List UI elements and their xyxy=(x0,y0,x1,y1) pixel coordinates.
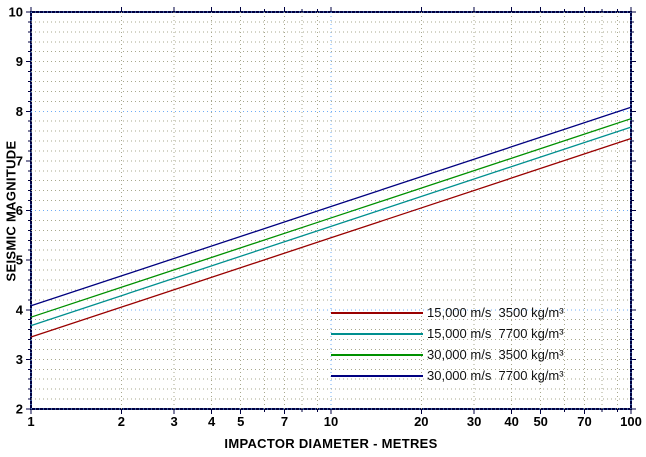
legend-item: 30,000 m/s 7700 kg/m³ xyxy=(331,365,564,386)
legend-line-swatch xyxy=(331,374,423,377)
x-tick-label: 50 xyxy=(533,414,547,429)
x-axis-title: IMPACTOR DIAMETER - METRES xyxy=(224,436,438,451)
x-tick-label: 10 xyxy=(324,414,338,429)
x-tick-label: 5 xyxy=(237,414,244,429)
y-tick-label: 8 xyxy=(16,104,23,119)
y-tick-label: 4 xyxy=(16,302,24,317)
x-tick-label: 4 xyxy=(208,414,216,429)
series-line-1 xyxy=(30,126,632,327)
x-tick-label: 100 xyxy=(620,414,642,429)
y-axis-title: SEISMIC MAGNITUDE xyxy=(3,140,19,282)
x-tick-label: 3 xyxy=(171,414,178,429)
x-tick-label: 1 xyxy=(27,414,34,429)
legend-item: 30,000 m/s 3500 kg/m³ xyxy=(331,344,564,365)
x-tick-label: 7 xyxy=(281,414,288,429)
legend-line-swatch xyxy=(331,332,423,335)
y-tick-label: 5 xyxy=(16,253,23,268)
series-line-0 xyxy=(30,137,632,338)
x-tick-label: 20 xyxy=(414,414,428,429)
x-tick-label: 30 xyxy=(467,414,481,429)
y-tick-label: 10 xyxy=(9,5,23,20)
y-tick-label: 6 xyxy=(16,203,23,218)
legend: 15,000 m/s 3500 kg/m³ 15,000 m/s 7700 kg/… xyxy=(331,302,564,386)
legend-item: 15,000 m/s 3500 kg/m³ xyxy=(331,302,564,323)
legend-line-swatch xyxy=(331,311,423,314)
y-tick-label: 7 xyxy=(16,153,23,168)
legend-line-swatch xyxy=(331,353,423,356)
x-tick-label: 2 xyxy=(118,414,125,429)
series-line-3 xyxy=(30,106,632,307)
legend-label: 30,000 m/s 3500 kg/m³ xyxy=(427,347,564,362)
legend-item: 15,000 m/s 7700 kg/m³ xyxy=(331,323,564,344)
legend-label: 15,000 m/s 7700 kg/m³ xyxy=(427,326,564,341)
x-tick-label: 40 xyxy=(504,414,518,429)
legend-label: 15,000 m/s 3500 kg/m³ xyxy=(427,305,564,320)
y-tick-label: 9 xyxy=(16,54,23,69)
series-line-2 xyxy=(30,118,632,318)
y-tick-label: 3 xyxy=(16,352,23,367)
legend-label: 30,000 m/s 7700 kg/m³ xyxy=(427,368,564,383)
y-tick-label: 2 xyxy=(16,402,23,417)
x-tick-label: 70 xyxy=(577,414,591,429)
